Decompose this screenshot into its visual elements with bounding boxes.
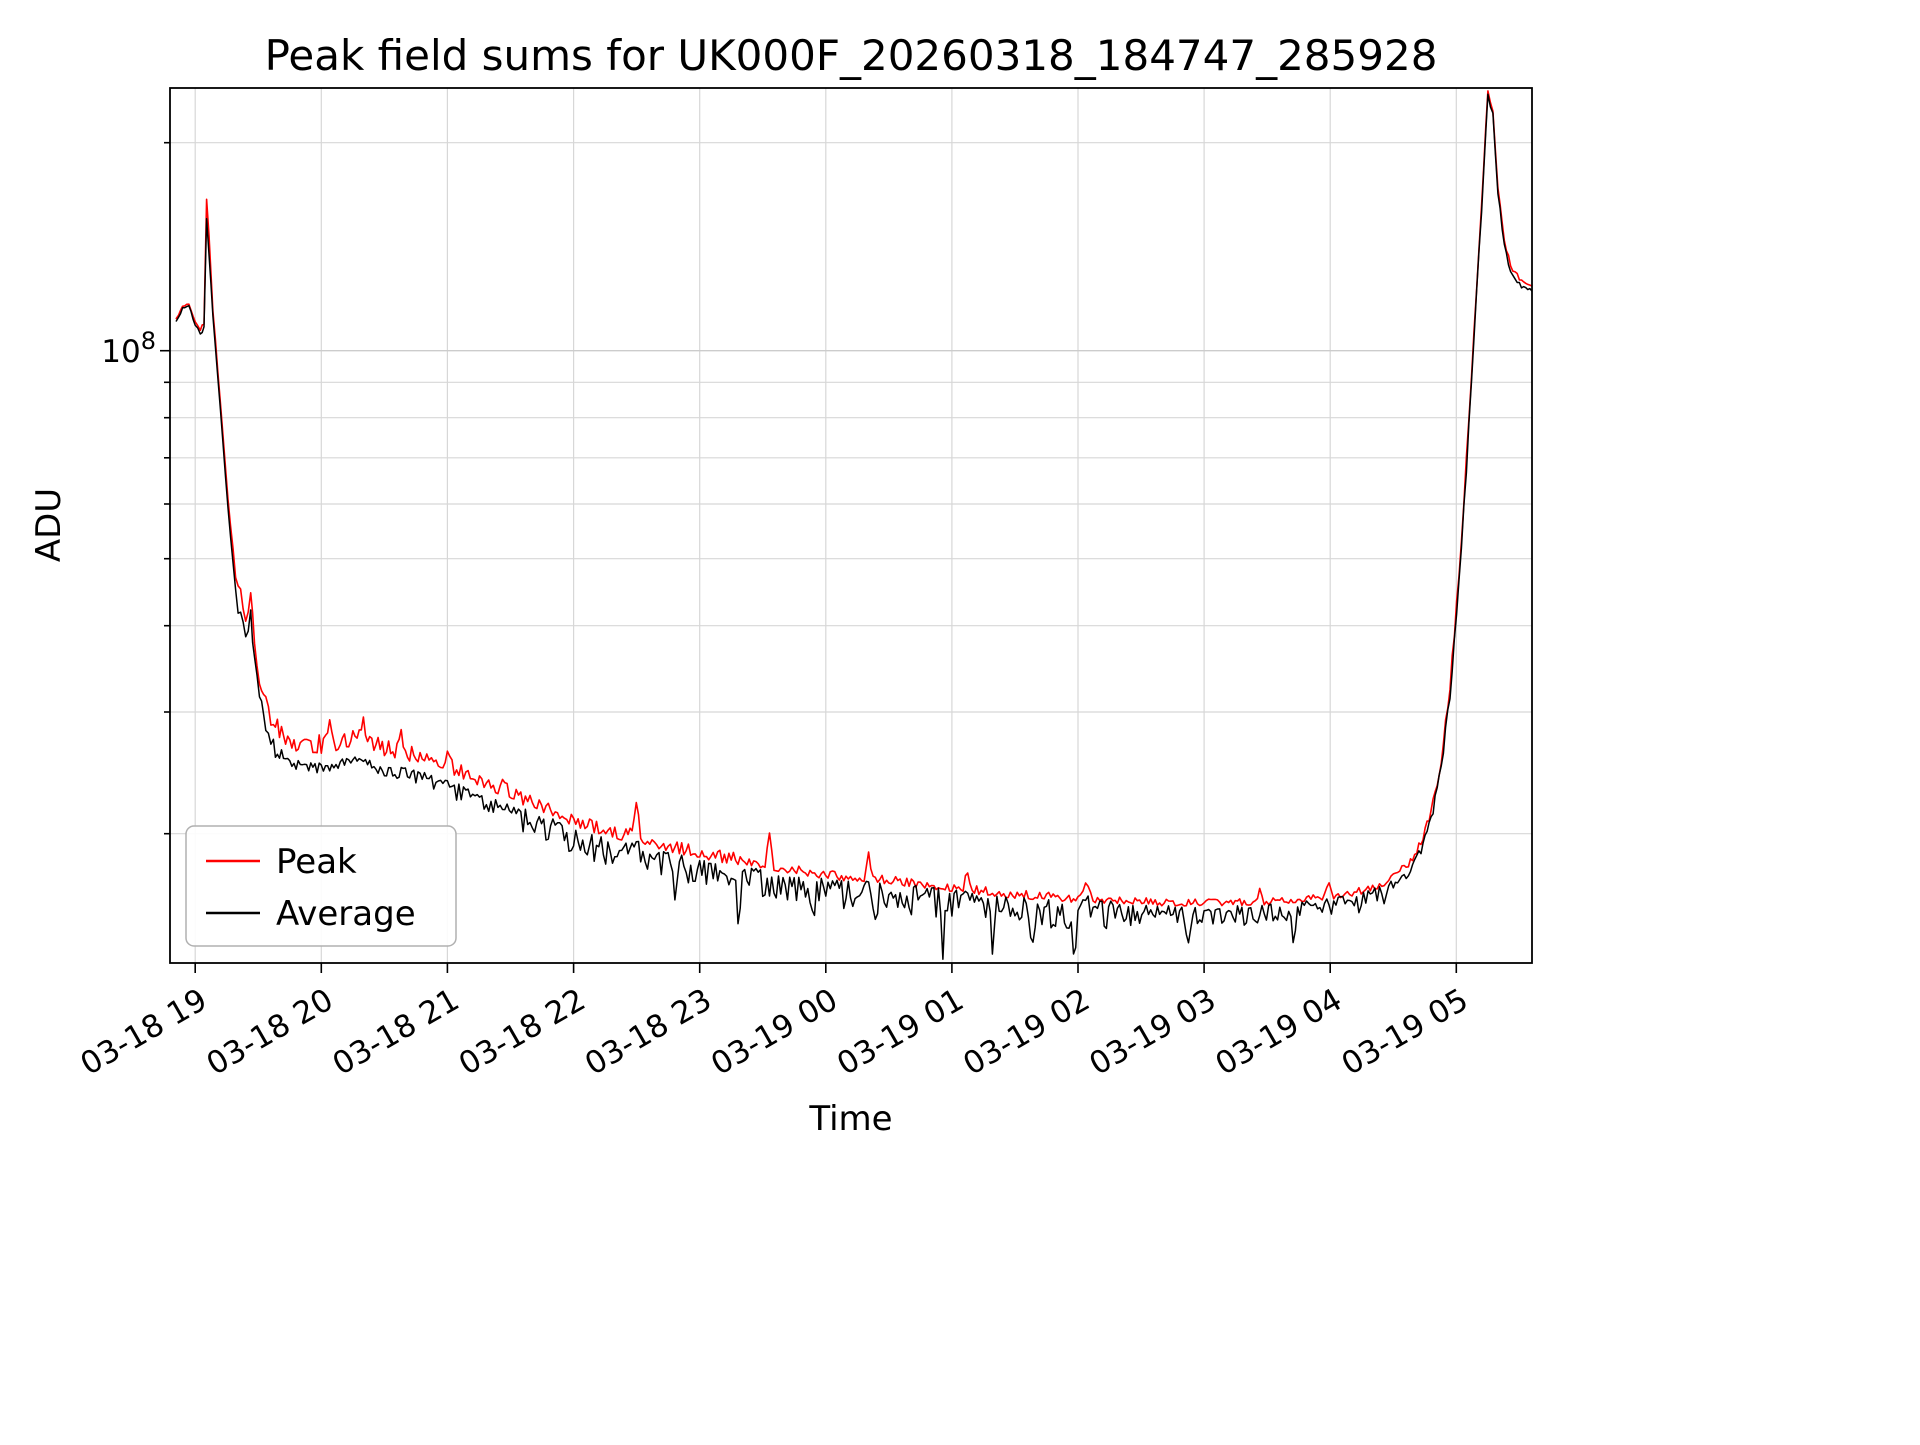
y-tick-exponent: 8 [141,327,156,355]
y-tick-label: 108 [101,327,156,370]
x-axis-label: Time [808,1099,892,1139]
x-tick-label: 03-18 23 [579,982,718,1083]
series-lines [175,90,1532,960]
legend: Peak Average [185,825,457,947]
legend-frame [185,825,457,947]
x-tick-label: 03-18 22 [453,982,592,1083]
legend-label-peak: Peak [276,842,357,882]
legend-label-average: Average [276,894,416,934]
x-tick-label: 03-18 21 [327,982,466,1083]
x-tick-label: 03-19 03 [1083,982,1222,1083]
x-tick-label: 03-18 19 [74,982,213,1083]
x-tick-label: 03-19 05 [1336,982,1475,1083]
chart-title: Peak field sums for UK000F_20260318_1847… [265,31,1438,80]
x-tick-label: 03-18 20 [201,982,340,1083]
x-tick-label: 03-19 02 [957,982,1096,1083]
x-tick-label: 03-19 01 [831,982,970,1083]
x-tick-label: 03-19 00 [705,982,844,1083]
plot-frame [169,87,1533,964]
x-tick-label: 03-19 04 [1209,982,1348,1083]
y-tick-base: 10 [101,334,140,370]
series-average-line [175,93,1532,960]
y-axis-label: ADU [29,488,69,562]
series-peak-line [175,90,1532,907]
